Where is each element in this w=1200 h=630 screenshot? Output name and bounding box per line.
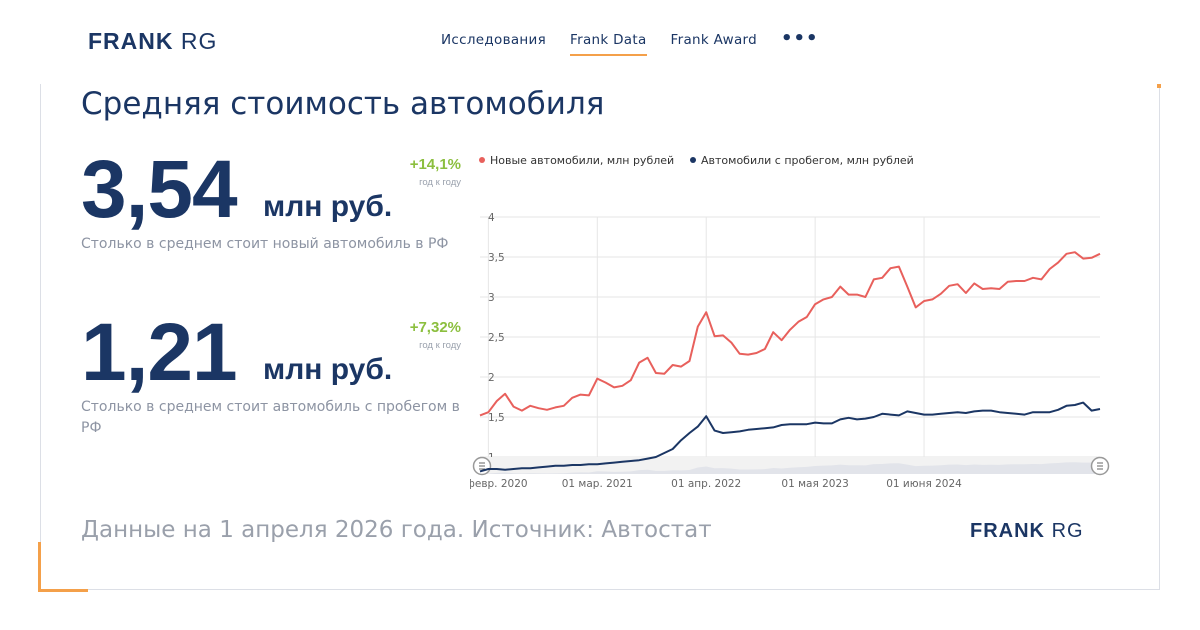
logo-light-text: RG (1051, 520, 1084, 542)
stat-new-change: +14,1% (409, 156, 461, 173)
y-axis-ticks: 43,532,521,51 (488, 212, 505, 464)
x-axis-ticks: 01 февр. 2020 01 мар. 2021 01 апр. 2022 01 … (470, 478, 962, 490)
stat-used-unit: млн руб. (263, 353, 393, 386)
price-line-chart: Новые автомобили, млн рублей Автомобили … (470, 154, 1110, 490)
legend-label-new[interactable]: Новые автомобили, млн рублей (490, 154, 674, 167)
series-line-used-cars[interactable] (479, 401, 1101, 473)
brand-logo-footer[interactable]: FRANK RG (970, 520, 1084, 543)
x-tick-label: 01 мая 2023 (781, 478, 848, 490)
corner-accent-horizontal (38, 589, 88, 592)
x-tick-label: 01 июня 2024 (886, 478, 962, 490)
frame-right-border (1159, 88, 1160, 589)
stat-used-change: +7,32% (409, 319, 461, 336)
brand-logo[interactable]: FRANK RG (88, 28, 217, 55)
y-tick-label: 2 (488, 372, 495, 384)
series-line-new-cars[interactable] (479, 251, 1101, 417)
stat-new-period: год к году (419, 177, 461, 188)
corner-accent-vertical (38, 542, 41, 592)
stat-new-description: Столько в среднем стоит новый автомобиль… (81, 236, 449, 252)
legend-marker-used (690, 157, 696, 163)
stat-new-cars: 3,54 млн руб. +14,1% год к году Столько … (81, 144, 471, 280)
x-tick-label: 01 февр. 2020 (470, 478, 528, 490)
y-tick-label: 3 (488, 292, 495, 304)
x-tick-label: 01 мар. 2021 (562, 478, 633, 490)
navigator-area (480, 462, 1100, 474)
navigator-left-handle[interactable] (472, 456, 492, 476)
logo-bold-text: FRANK (88, 28, 174, 54)
frame-left-border (40, 84, 41, 589)
navigator-right-handle[interactable] (1090, 456, 1110, 476)
nav-item-frank-data[interactable]: Frank Data (570, 32, 647, 56)
y-tick-label: 2,5 (488, 332, 505, 344)
stat-new-unit: млн руб. (263, 190, 393, 223)
chart-grid (480, 216, 1100, 473)
frame-bottom-border (40, 589, 1160, 590)
stat-used-description: Столько в среднем стоит автомобиль с про… (81, 399, 460, 436)
legend-marker-new (479, 157, 485, 163)
stat-used-value: 1,21 (81, 307, 238, 398)
nav-item-research[interactable]: Исследования (441, 32, 547, 48)
stat-used-cars: 1,21 млн руб. +7,32% год к году Столько … (81, 307, 471, 443)
main-nav: Исследования Frank Data Frank Award ••• (441, 28, 819, 56)
y-tick-label: 4 (488, 212, 495, 224)
stat-new-value: 3,54 (81, 144, 238, 235)
logo-light-text: RG (180, 28, 218, 54)
chart-legend: Новые автомобили, млн рублей Автомобили … (479, 154, 914, 167)
legend-label-used[interactable]: Автомобили с пробегом, млн рублей (701, 154, 914, 167)
y-tick-label: 1,5 (488, 412, 505, 424)
y-tick-label: 3,5 (488, 252, 505, 264)
more-menu-icon[interactable]: ••• (781, 28, 819, 49)
source-note: Данные на 1 апреля 2026 года. Источник: … (81, 517, 712, 543)
stat-used-period: год к году (419, 340, 461, 351)
nav-item-frank-award[interactable]: Frank Award (670, 32, 758, 48)
corner-accent-dot (1157, 84, 1161, 88)
page-title: Средняя стоимость автомобиля (81, 86, 605, 122)
x-tick-label: 01 апр. 2022 (671, 478, 741, 490)
logo-bold-text: FRANK (970, 520, 1045, 542)
chart-series (479, 251, 1101, 473)
